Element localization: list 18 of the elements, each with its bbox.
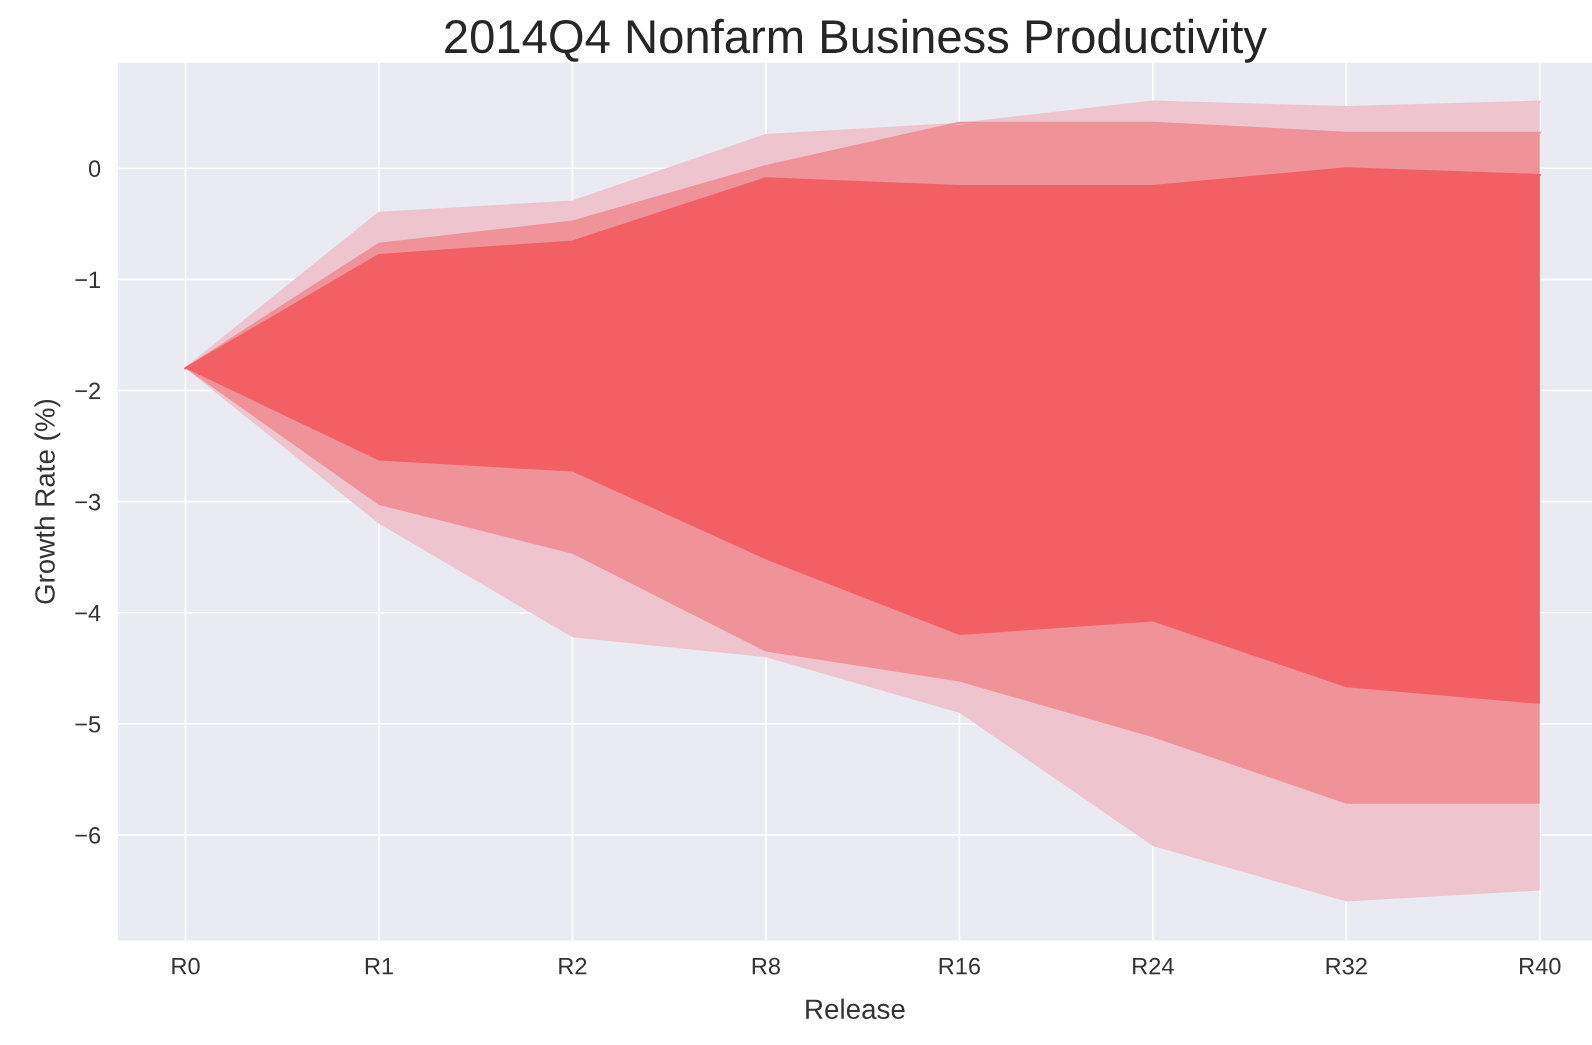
chart-title: 2014Q4 Nonfarm Business Productivity <box>445 18 1267 63</box>
x-tick-label: R2 <box>559 957 587 975</box>
y-tick-label: −3 <box>75 493 101 511</box>
y-axis-title: Growth Rate (%) <box>34 399 61 604</box>
x-tick-label: R1 <box>365 958 393 975</box>
y-tick-label: 0 <box>88 160 101 178</box>
x-axis-title: Release <box>806 998 905 1020</box>
y-tick-label: −4 <box>75 605 101 622</box>
x-tick-label: R32 <box>1326 957 1367 975</box>
x-tick-label: R16 <box>939 957 980 975</box>
x-tick-label: R8 <box>752 957 780 975</box>
x-tick-label: R24 <box>1133 957 1174 975</box>
y-tick-label: −6 <box>75 827 101 844</box>
x-tick-label: R0 <box>172 957 200 975</box>
y-tick-label: −2 <box>75 382 100 400</box>
y-tick-label: −1 <box>75 271 100 288</box>
y-tick-label: −5 <box>75 716 101 733</box>
x-tick-label: R40 <box>1520 957 1561 975</box>
